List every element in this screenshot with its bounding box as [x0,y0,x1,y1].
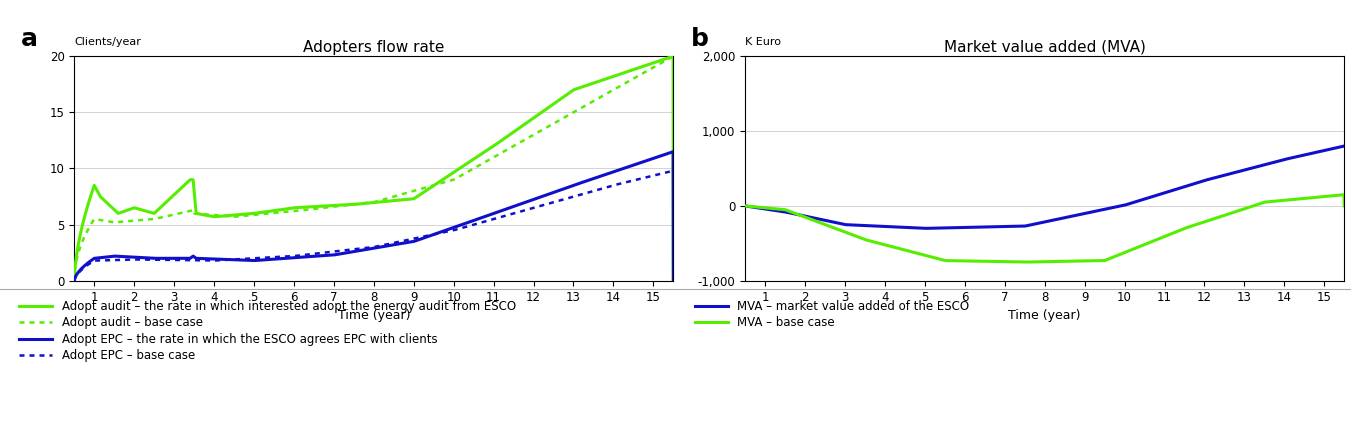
X-axis label: Time (year): Time (year) [1008,309,1081,322]
Text: Clients/year: Clients/year [74,37,142,47]
Legend: Adopt audit – the rate in which interested adopt the energy audit from ESCO, Ado: Adopt audit – the rate in which interest… [19,300,516,362]
Text: b: b [692,27,709,51]
X-axis label: Time (year): Time (year) [338,309,411,322]
Text: K Euro: K Euro [746,37,781,47]
Legend: MVA – market value added of the ESCO, MVA – base case: MVA – market value added of the ESCO, MV… [694,300,970,329]
Title: Adopters flow rate: Adopters flow rate [303,40,444,55]
Title: Market value added (MVA): Market value added (MVA) [944,40,1146,55]
Text: a: a [20,27,38,51]
